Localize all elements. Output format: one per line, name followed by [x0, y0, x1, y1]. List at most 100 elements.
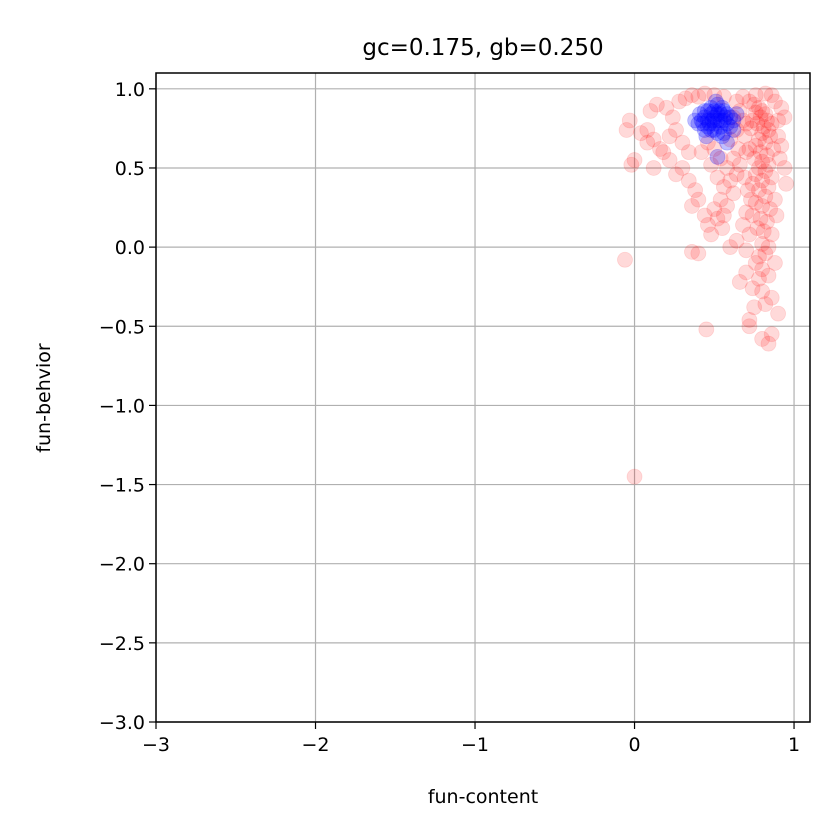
- scatter-point-red: [709, 210, 726, 227]
- scatter-point-blue: [696, 122, 713, 138]
- scatter-point-red: [757, 134, 774, 151]
- scatter-point-red: [770, 112, 786, 129]
- x-tick-label: 1: [788, 734, 800, 756]
- scatter-point-blue: [709, 106, 726, 123]
- scatter-point-red: [751, 182, 767, 199]
- scatter-point-blue: [693, 112, 710, 129]
- scatter-point-red: [736, 169, 753, 186]
- y-tick-label: 0.5: [115, 158, 145, 180]
- scatter-point-red: [755, 118, 772, 135]
- scatter-point-blue: [715, 125, 732, 142]
- scatter-point-red: [703, 156, 720, 173]
- scatter-point-red: [735, 112, 751, 129]
- scatter-point-red: [773, 99, 790, 116]
- scatter-point-red: [693, 144, 710, 161]
- scatter-point-red: [749, 220, 766, 237]
- scatter-point-blue: [706, 109, 723, 126]
- scatter-point-blue: [690, 115, 707, 132]
- scatter-points: [617, 85, 794, 485]
- scatter-point-red: [677, 90, 694, 107]
- scatter-point-red: [715, 88, 732, 105]
- scatter-point-red: [754, 103, 771, 119]
- scatter-point-red: [706, 201, 723, 218]
- scatter-point-red: [741, 226, 758, 243]
- y-tick-label: 0.0: [115, 237, 145, 259]
- scatter-point-red: [652, 141, 668, 157]
- y-tick-label: −1.0: [99, 395, 145, 417]
- scatter-point-red: [736, 128, 753, 145]
- scatter-point-red: [759, 213, 775, 230]
- scatter-point-red: [719, 198, 735, 214]
- plot-area-frame: [155, 72, 811, 723]
- scatter-point-red: [687, 182, 704, 199]
- scatter-point-red: [754, 198, 771, 214]
- scatter-point-red: [741, 318, 758, 335]
- scatter-point-red: [648, 96, 665, 113]
- scatter-point-red: [765, 141, 782, 157]
- scatter-point-red: [744, 207, 761, 224]
- scatter-point-red: [661, 128, 678, 145]
- scatter-point-red: [776, 109, 793, 126]
- scatter-point-red: [684, 198, 700, 214]
- scatter-point-red: [757, 106, 774, 123]
- scatter-point-red: [714, 220, 731, 237]
- scatter-point-red: [757, 245, 774, 262]
- scatter-point-red: [738, 115, 755, 132]
- scatter-point-red: [680, 172, 697, 189]
- scatter-point-red: [674, 160, 691, 176]
- scatter-point-blue: [696, 103, 713, 119]
- x-tick-label: −3: [142, 734, 170, 756]
- scatter-point-red: [706, 141, 723, 157]
- scatter-point-red: [730, 141, 747, 157]
- scatter-point-blue: [719, 115, 735, 132]
- scatter-point-red: [768, 207, 785, 224]
- scatter-point-red: [757, 163, 774, 180]
- scatter-point-blue: [715, 112, 732, 129]
- scatter-point-blue: [706, 103, 723, 119]
- scatter-point-blue: [719, 106, 735, 123]
- scatter-point-blue: [700, 103, 716, 119]
- scatter-point-red: [770, 128, 786, 145]
- scatter-point-red: [617, 251, 633, 268]
- scatter-point-red: [690, 191, 707, 208]
- scatter-point-blue: [711, 103, 727, 119]
- scatter-point-red: [664, 109, 681, 126]
- scatter-point-blue: [712, 106, 729, 123]
- y-axis-ticks: −3.0 −2.5 −2.0 −1.5 −1.0 −0.5 0.0 0.5 1.0: [99, 79, 156, 734]
- scatter-point-red: [754, 283, 771, 300]
- scatter-point-blue: [712, 112, 729, 129]
- scatter-point-blue: [714, 128, 731, 145]
- scatter-point-red: [752, 210, 769, 227]
- scatter-point-red: [747, 255, 764, 271]
- scatter-point-blue: [692, 106, 708, 123]
- scatter-point-red: [684, 87, 700, 104]
- scatter-point-red: [728, 232, 745, 249]
- scatter-point-blue: [707, 93, 724, 110]
- scatter-point-red: [709, 169, 726, 186]
- scatter-point-blue: [695, 115, 712, 132]
- y-axis-label: fun-behvior: [33, 343, 55, 453]
- scatter-point-red: [770, 305, 786, 322]
- scatter-point-blue: [712, 118, 729, 135]
- scatter-point-red: [760, 335, 777, 352]
- scatter-point-red: [762, 201, 779, 218]
- scatter-point-red: [747, 194, 764, 211]
- scatter-point-red: [771, 150, 788, 167]
- scatter-point-red: [746, 150, 763, 167]
- scatter-point-red: [754, 236, 771, 252]
- scatter-point-blue: [715, 103, 732, 119]
- scatter-point-red: [731, 103, 748, 119]
- scatter-point-red: [759, 112, 775, 129]
- scatter-point-red: [751, 160, 767, 176]
- scatter-point-red: [633, 125, 649, 142]
- scatter-point-red: [722, 131, 739, 148]
- x-axis-ticks: −3 −2 −1 0 1: [142, 722, 800, 756]
- scatter-point-red: [700, 134, 716, 151]
- scatter-point-blue: [703, 99, 720, 116]
- scatter-point-red: [719, 160, 735, 176]
- scatter-point-red: [751, 131, 767, 148]
- scatter-point-red: [767, 93, 783, 110]
- scatter-point-red: [738, 204, 755, 221]
- x-tick-label: 0: [628, 734, 640, 756]
